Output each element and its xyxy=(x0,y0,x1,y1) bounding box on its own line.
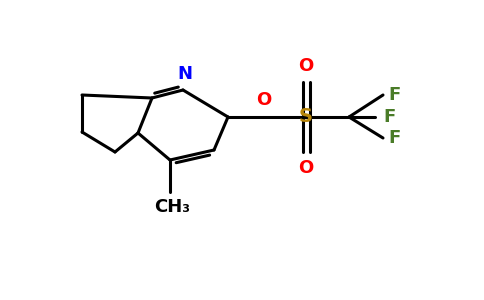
Text: F: F xyxy=(383,108,395,126)
Text: CH₃: CH₃ xyxy=(154,198,190,216)
Text: F: F xyxy=(388,129,400,147)
Text: O: O xyxy=(298,57,314,75)
Text: O: O xyxy=(298,159,314,177)
Text: F: F xyxy=(388,86,400,104)
Text: S: S xyxy=(299,107,313,127)
Text: N: N xyxy=(178,65,193,83)
Text: O: O xyxy=(257,91,272,109)
